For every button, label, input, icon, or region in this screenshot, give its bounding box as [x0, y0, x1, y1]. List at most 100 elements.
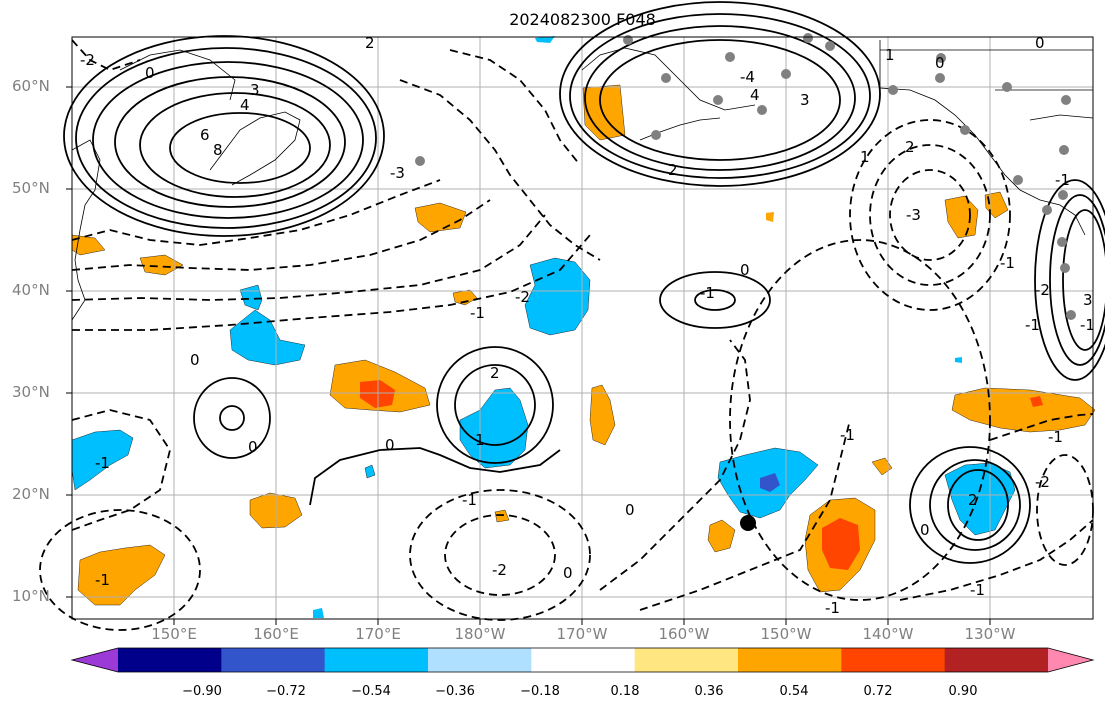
contour-label: -2 — [515, 288, 530, 306]
shade-orange — [77, 544, 166, 606]
shade-orange — [582, 84, 626, 141]
contour-label: 6 — [200, 126, 210, 144]
shade-red — [822, 518, 860, 570]
contours-solid — [63, 1, 1105, 564]
contour-label: 3 — [800, 91, 810, 109]
colorbar-tick-label: 0.18 — [610, 684, 640, 699]
contour-label: 2 — [490, 364, 500, 382]
contour-label: -3 — [390, 164, 405, 182]
shade-orange — [494, 509, 510, 523]
contour-label: -1 — [1048, 428, 1063, 446]
contour-label: -1 — [462, 491, 477, 509]
lon-label: 150°E — [151, 625, 197, 643]
shade-blue — [71, 429, 134, 491]
storm-center-marker — [740, 515, 756, 531]
contour-label: 0 — [920, 521, 930, 539]
contour-label: -1 — [970, 581, 985, 599]
lon-label: 130°W — [964, 625, 1016, 643]
shade-red — [1030, 396, 1043, 407]
colorbar-segment — [634, 648, 739, 672]
shade-orange — [452, 289, 478, 306]
contour-label: 0 — [248, 438, 258, 456]
contour-label: 0 — [935, 54, 945, 72]
shade-blue — [955, 357, 962, 363]
contour-label: -3 — [906, 206, 921, 224]
shade-orange — [707, 519, 736, 553]
shading-layer — [71, 36, 1096, 618]
contour-label: -4 — [740, 68, 755, 86]
map-title: 2024082300 F048 — [509, 10, 656, 29]
contour-label: -2 — [80, 51, 95, 69]
shade-orange — [984, 191, 1009, 219]
contour-label: -1 — [470, 304, 485, 322]
contour-label: 1 — [885, 46, 895, 64]
colorbar-tick-label: −0.90 — [182, 684, 222, 699]
colorbar-segment — [324, 648, 429, 672]
lon-label: 160°W — [658, 625, 710, 643]
contour-label: -1 — [700, 284, 715, 302]
contour-label: -1 — [1025, 316, 1040, 334]
colorbar-tick-label: 0.90 — [948, 684, 978, 699]
colorbar — [70, 647, 1095, 673]
colorbar-segment — [531, 648, 636, 672]
colorbar-tick-label: −0.36 — [435, 684, 475, 699]
contour-label: 0 — [385, 436, 395, 454]
colorbar-tick-label: 0.72 — [863, 684, 893, 699]
colorbar-extend-min — [72, 648, 118, 672]
shade-orange — [766, 212, 774, 222]
shade-orange — [589, 384, 616, 446]
shade-blue — [229, 309, 306, 366]
contour-label: 4 — [750, 86, 760, 104]
contour-label: -2 — [1035, 281, 1050, 299]
colorbar-segment — [221, 648, 326, 672]
contour-label: 3 — [250, 81, 260, 99]
colorbar-segment — [841, 648, 946, 672]
contour-label: 1 — [860, 148, 870, 166]
colorbar-tick-label: 0.54 — [779, 684, 809, 699]
shade-blue — [535, 36, 555, 43]
colorbar-segment — [118, 648, 222, 672]
contour-label: 8 — [213, 141, 223, 159]
contour-labels: -2 0 6 8 4 3 -3 -2 2 1 0 -2 -1 0 -1 0 -1… — [80, 34, 1095, 617]
shade-blue — [313, 608, 324, 618]
colorbar-tick-label: −0.18 — [520, 684, 560, 699]
colorbar-segment — [944, 648, 1049, 672]
lon-label: 160°E — [253, 625, 299, 643]
shade-blue — [239, 284, 263, 311]
contour-label: 1 — [475, 431, 485, 449]
contour-label: -2 — [1035, 473, 1050, 491]
contour-label: 0 — [625, 501, 635, 519]
shade-purple — [760, 473, 780, 492]
shade-orange — [414, 202, 467, 233]
colorbar-tick-label: 0.36 — [694, 684, 724, 699]
shade-orange — [951, 387, 1096, 433]
lon-label: 170°E — [355, 625, 401, 643]
contour-label: 3 — [1083, 291, 1093, 309]
contour-label: -2 — [492, 561, 507, 579]
lat-label: 30°N — [12, 383, 50, 401]
contour-label: -1 — [1055, 171, 1070, 189]
shade-blue — [524, 257, 591, 336]
lon-label: 170°W — [556, 625, 608, 643]
axis-ticks — [66, 86, 991, 625]
shade-blue — [364, 464, 376, 479]
shade-blue — [944, 462, 1016, 536]
lon-label: 150°W — [760, 625, 812, 643]
lat-label: 40°N — [12, 281, 50, 299]
colorbar-extend-max — [1048, 648, 1093, 672]
colorbar-outline — [70, 647, 1095, 673]
contour-label: 0 — [740, 261, 750, 279]
contour-label: -1 — [840, 426, 855, 444]
colorbar-tick-label: −0.72 — [266, 684, 306, 699]
contour-label: 2 — [905, 138, 915, 156]
gridlines — [72, 37, 1093, 619]
contour-label: 0 — [563, 564, 573, 582]
contour-label: 4 — [240, 96, 250, 114]
contour-label: -1 — [95, 454, 110, 472]
contour-label: 2 — [365, 34, 375, 52]
contour-label: 0 — [145, 64, 155, 82]
shade-orange — [871, 457, 893, 476]
lon-label: 180°W — [454, 625, 506, 643]
shade-orange — [944, 195, 979, 239]
